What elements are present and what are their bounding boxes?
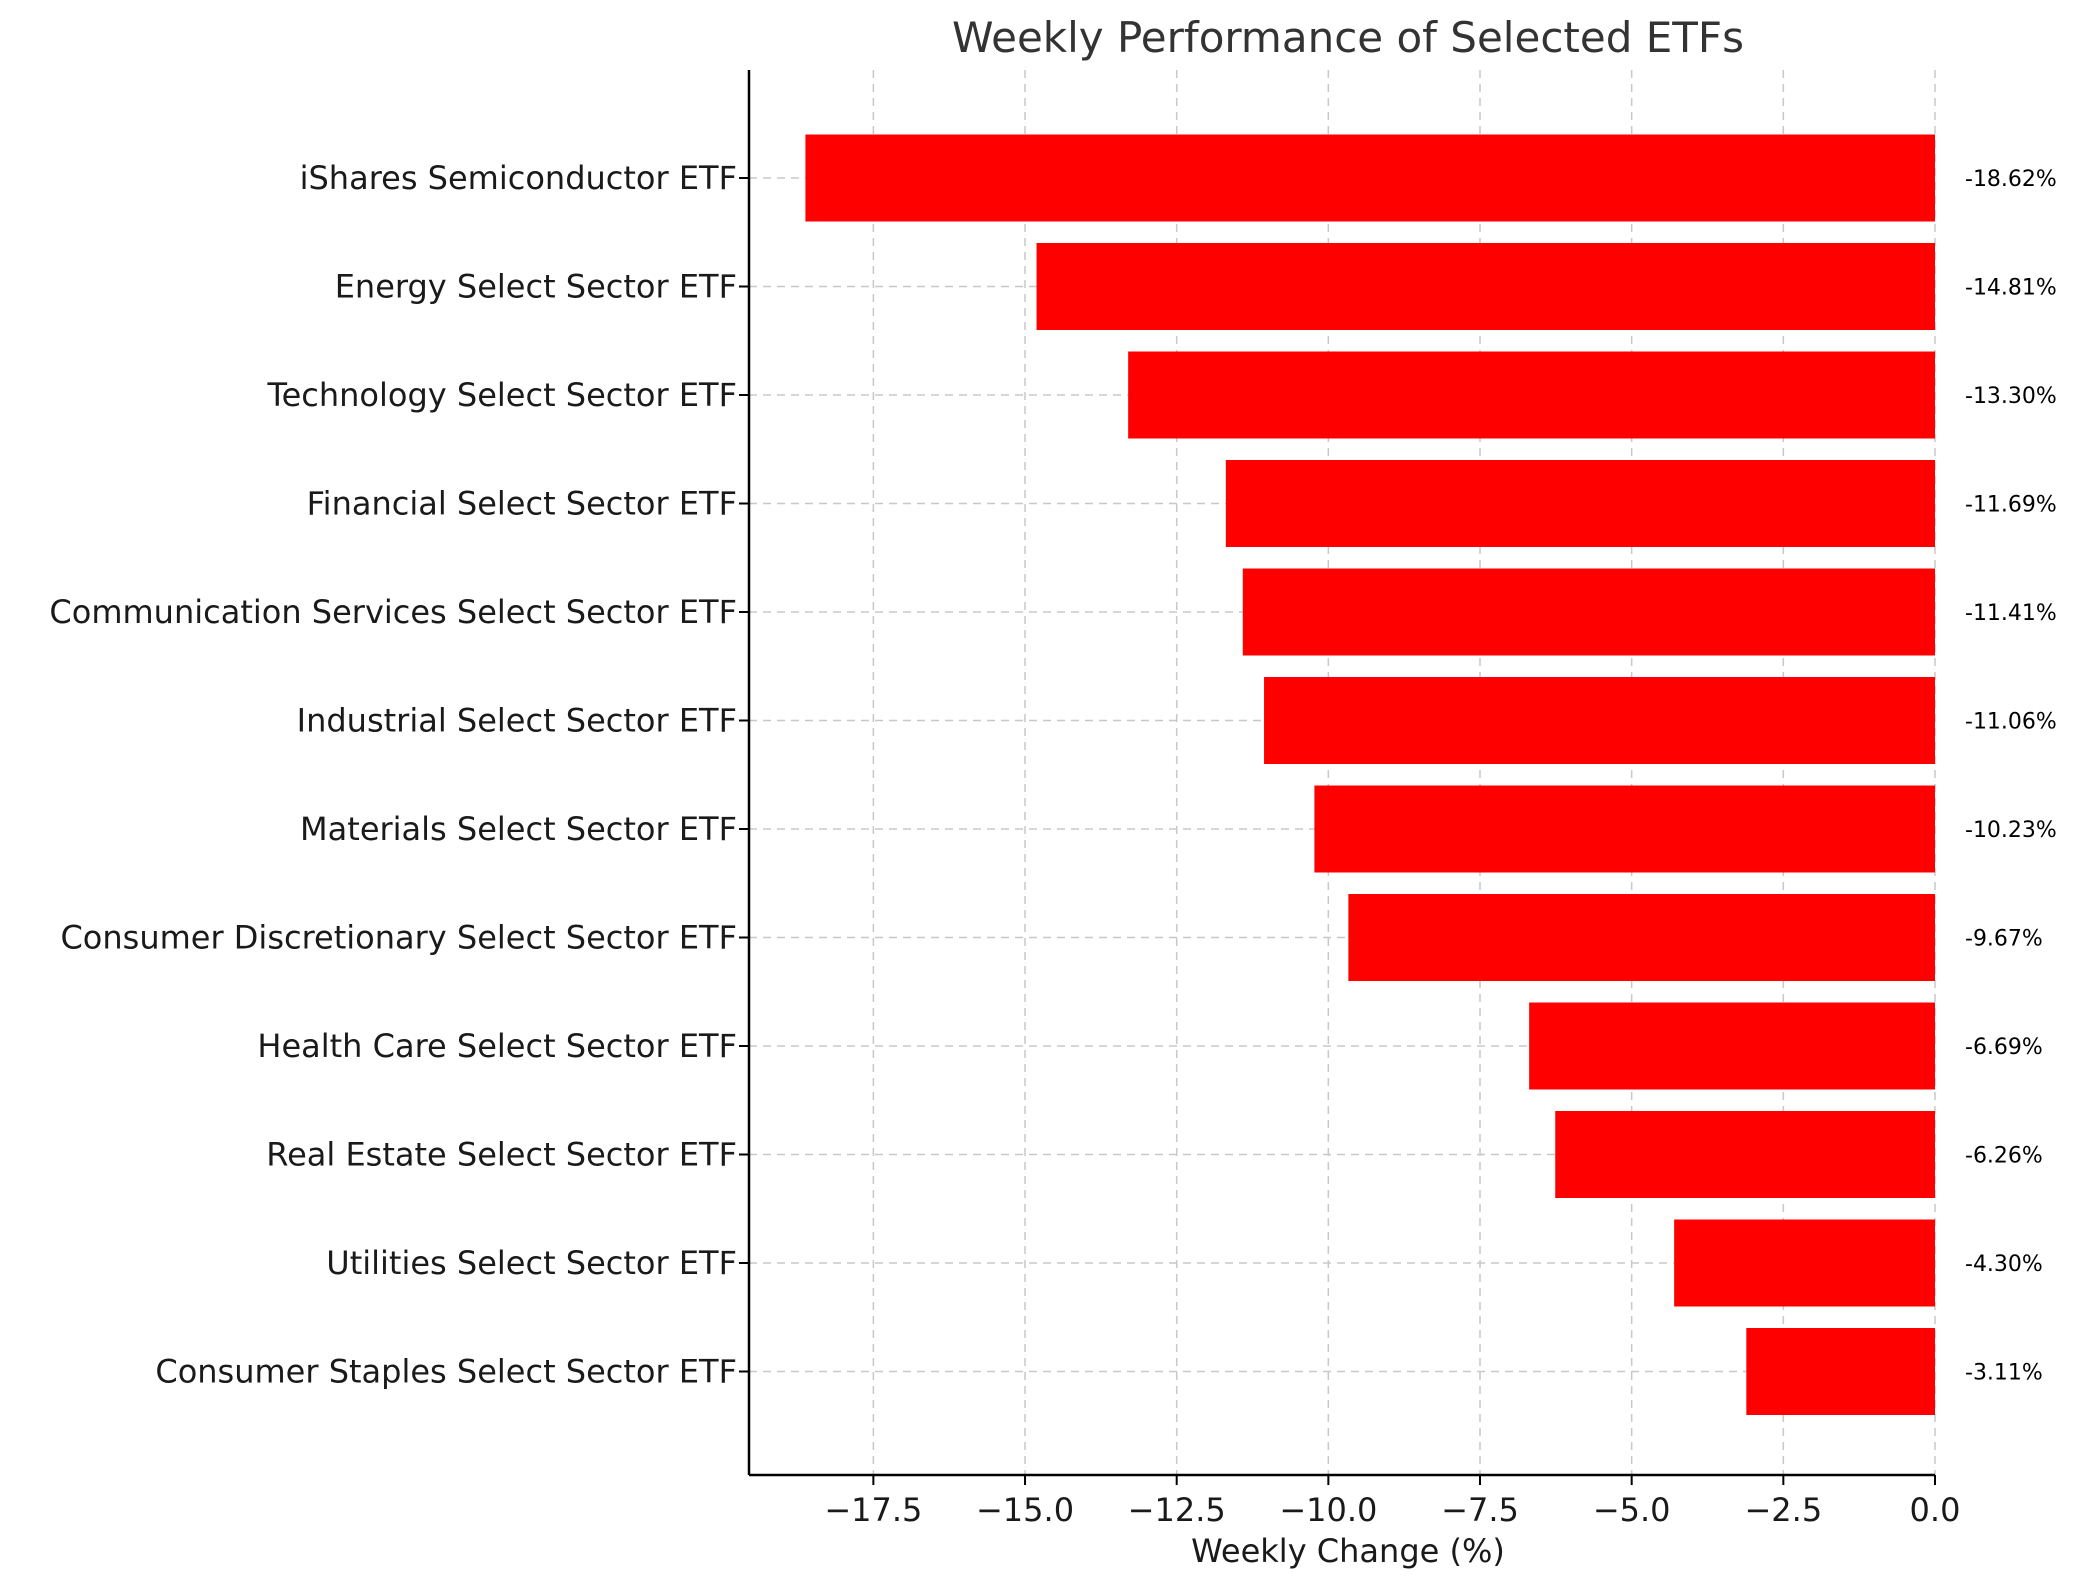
- x-tick-label: −15.0: [976, 1491, 1074, 1529]
- y-tick-label: Technology Select Sector ETF: [266, 376, 737, 414]
- bar: [1128, 351, 1935, 439]
- x-tick-label: 0.0: [1910, 1491, 1961, 1529]
- bar: [1242, 568, 1935, 656]
- y-tick-label: Industrial Select Sector ETF: [297, 702, 737, 740]
- y-tick-label: Communication Services Select Sector ETF: [49, 593, 737, 631]
- y-tick-label: Real Estate Select Sector ETF: [266, 1136, 737, 1174]
- bar: [1264, 677, 1935, 764]
- x-axis-label: Weekly Change (%): [1191, 1532, 1505, 1570]
- y-tick-label: Utilities Select Sector ETF: [326, 1244, 737, 1282]
- labels: −17.5 −15.0 −12.5 −10.0 −7.5 −5.0 −2.5 0.0 iShar…: [49, 159, 2056, 1529]
- bars: [805, 134, 1935, 1415]
- y-tick-label: Consumer Staples Select Sector ETF: [155, 1353, 737, 1391]
- bar: [1746, 1328, 1935, 1415]
- x-tick-label: −12.5: [1128, 1491, 1226, 1529]
- data-label: -9.67%: [1965, 927, 2043, 952]
- bar: [805, 134, 1935, 222]
- bar: [1314, 785, 1935, 873]
- chart-title: Weekly Performance of Selected ETFs: [952, 13, 1744, 62]
- bar: [1674, 1219, 1935, 1307]
- x-tick-label: −5.0: [1593, 1491, 1671, 1529]
- data-label: -3.11%: [1965, 1361, 2043, 1386]
- y-tick-label: Consumer Discretionary Select Sector ETF: [60, 919, 737, 957]
- bar: [1529, 1002, 1935, 1090]
- x-tick-label: −17.5: [824, 1491, 922, 1529]
- y-tick-label: Health Care Select Sector ETF: [257, 1027, 737, 1065]
- bar: [1555, 1111, 1935, 1198]
- data-label: -18.62%: [1965, 167, 2057, 192]
- y-tick-label: Financial Select Sector ETF: [307, 485, 737, 523]
- y-tick-label: Energy Select Sector ETF: [335, 268, 737, 306]
- data-label: -10.23%: [1965, 818, 2057, 843]
- x-tick-label: −2.5: [1744, 1491, 1822, 1529]
- data-label: -13.30%: [1965, 384, 2057, 409]
- data-label: -11.06%: [1965, 710, 2057, 735]
- data-label: -6.26%: [1965, 1144, 2043, 1169]
- data-label: -11.41%: [1965, 601, 2057, 626]
- x-tick-label: −10.0: [1279, 1491, 1377, 1529]
- bar: [1348, 894, 1935, 981]
- bar: [1036, 243, 1935, 330]
- data-label: -11.69%: [1965, 493, 2057, 518]
- x-tick-label: −7.5: [1441, 1491, 1519, 1529]
- axes: [739, 70, 1936, 1485]
- data-label: -14.81%: [1965, 276, 2057, 301]
- bar: [1225, 460, 1935, 547]
- y-tick-label: iShares Semiconductor ETF: [300, 159, 737, 197]
- data-label: -4.30%: [1965, 1252, 2043, 1277]
- data-label: -6.69%: [1965, 1035, 2043, 1060]
- y-tick-label: Materials Select Sector ETF: [300, 810, 737, 848]
